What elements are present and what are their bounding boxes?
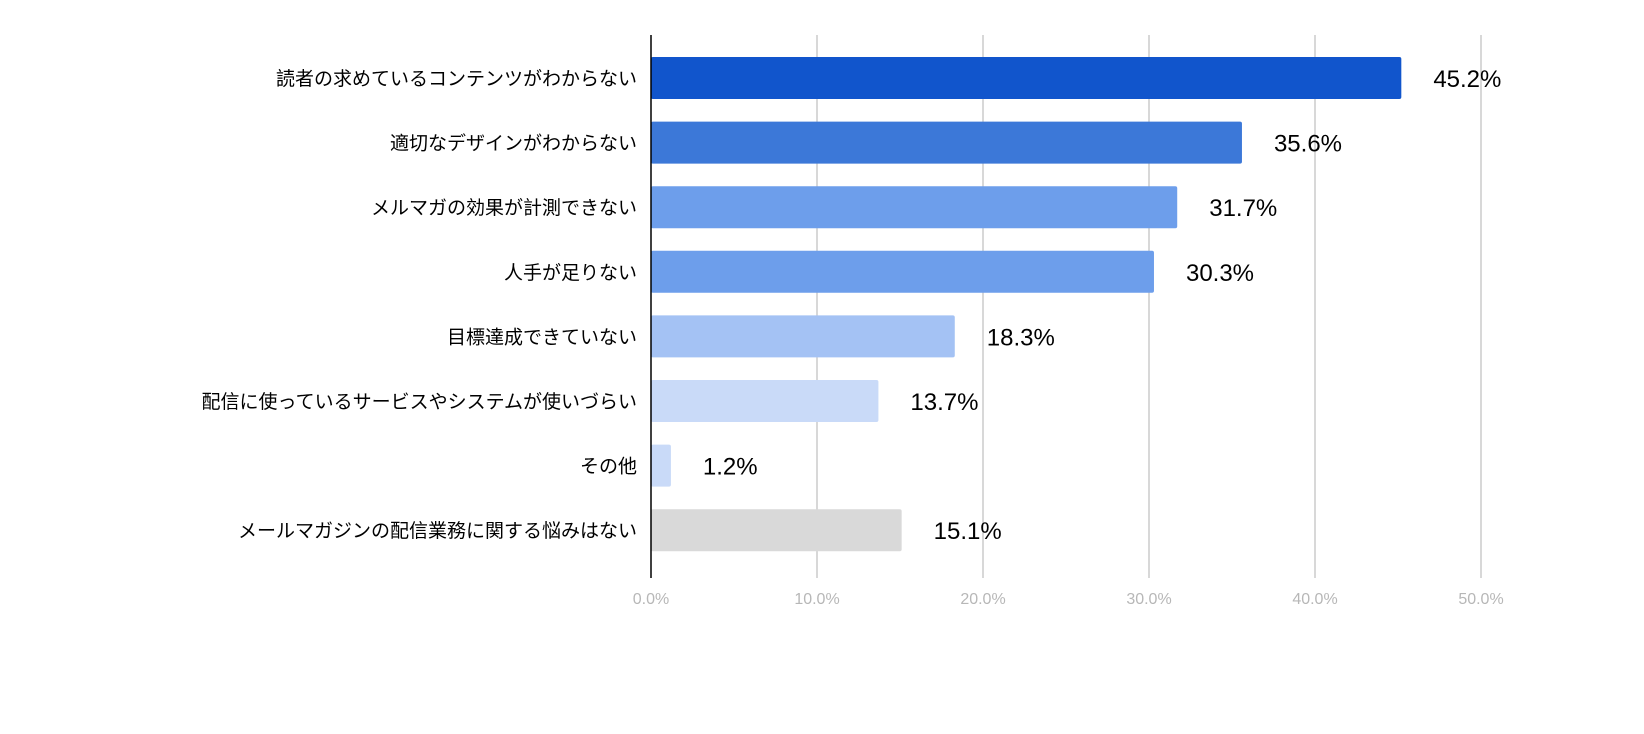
- bar: [651, 186, 1178, 229]
- bar: [651, 57, 1402, 99]
- category-label: メルマガの効果が計測できない: [371, 197, 637, 219]
- bar: [651, 509, 902, 552]
- x-tick-label: 0.0%: [633, 591, 669, 608]
- x-tick-label: 40.0%: [1292, 591, 1337, 608]
- value-label: 31.7%: [1209, 195, 1277, 222]
- category-label: メールマガジンの配信業務に関する悩みはない: [238, 520, 637, 542]
- x-tick-label: 50.0%: [1458, 591, 1503, 608]
- value-label: 35.6%: [1274, 131, 1342, 158]
- category-label: 目標達成できていない: [447, 326, 637, 348]
- category-label: 人手が足りない: [504, 262, 637, 284]
- value-label: 13.7%: [910, 389, 978, 416]
- bar: [651, 380, 879, 422]
- x-tick-label: 30.0%: [1126, 591, 1171, 608]
- category-label: その他: [580, 456, 637, 478]
- bar: [651, 250, 1154, 293]
- value-label: 18.3%: [987, 324, 1055, 351]
- value-label: 1.2%: [703, 454, 758, 481]
- value-label: 45.2%: [1433, 66, 1501, 93]
- x-tick-label: 10.0%: [794, 591, 839, 608]
- bars: [651, 57, 1402, 552]
- value-label: 30.3%: [1186, 260, 1254, 287]
- x-tick-label: 20.0%: [960, 591, 1005, 608]
- bar: [651, 121, 1242, 164]
- category-label: 適切なデザインがわからない: [390, 133, 637, 155]
- value-label: 15.1%: [934, 518, 1002, 545]
- category-label: 読者の求めているコンテンツがわからない: [276, 68, 637, 90]
- gridlines: [816, 35, 1482, 578]
- value-labels: 45.2% 35.6% 31.7% 30.3% 18.3% 13.7% 1.2% 15.1%: [703, 66, 1501, 545]
- category-labels: 読者の求めているコンテンツがわからない適切なデザインがわからないメルマガの効果が…: [202, 68, 637, 542]
- x-axis-tick-labels: 0.0% 10.0% 20.0% 30.0% 40.0% 50.0%: [633, 591, 1504, 608]
- bar: [651, 444, 671, 487]
- category-label: 配信に使っているサービスやシステムが使いづらい: [202, 391, 637, 413]
- bar: [651, 315, 955, 358]
